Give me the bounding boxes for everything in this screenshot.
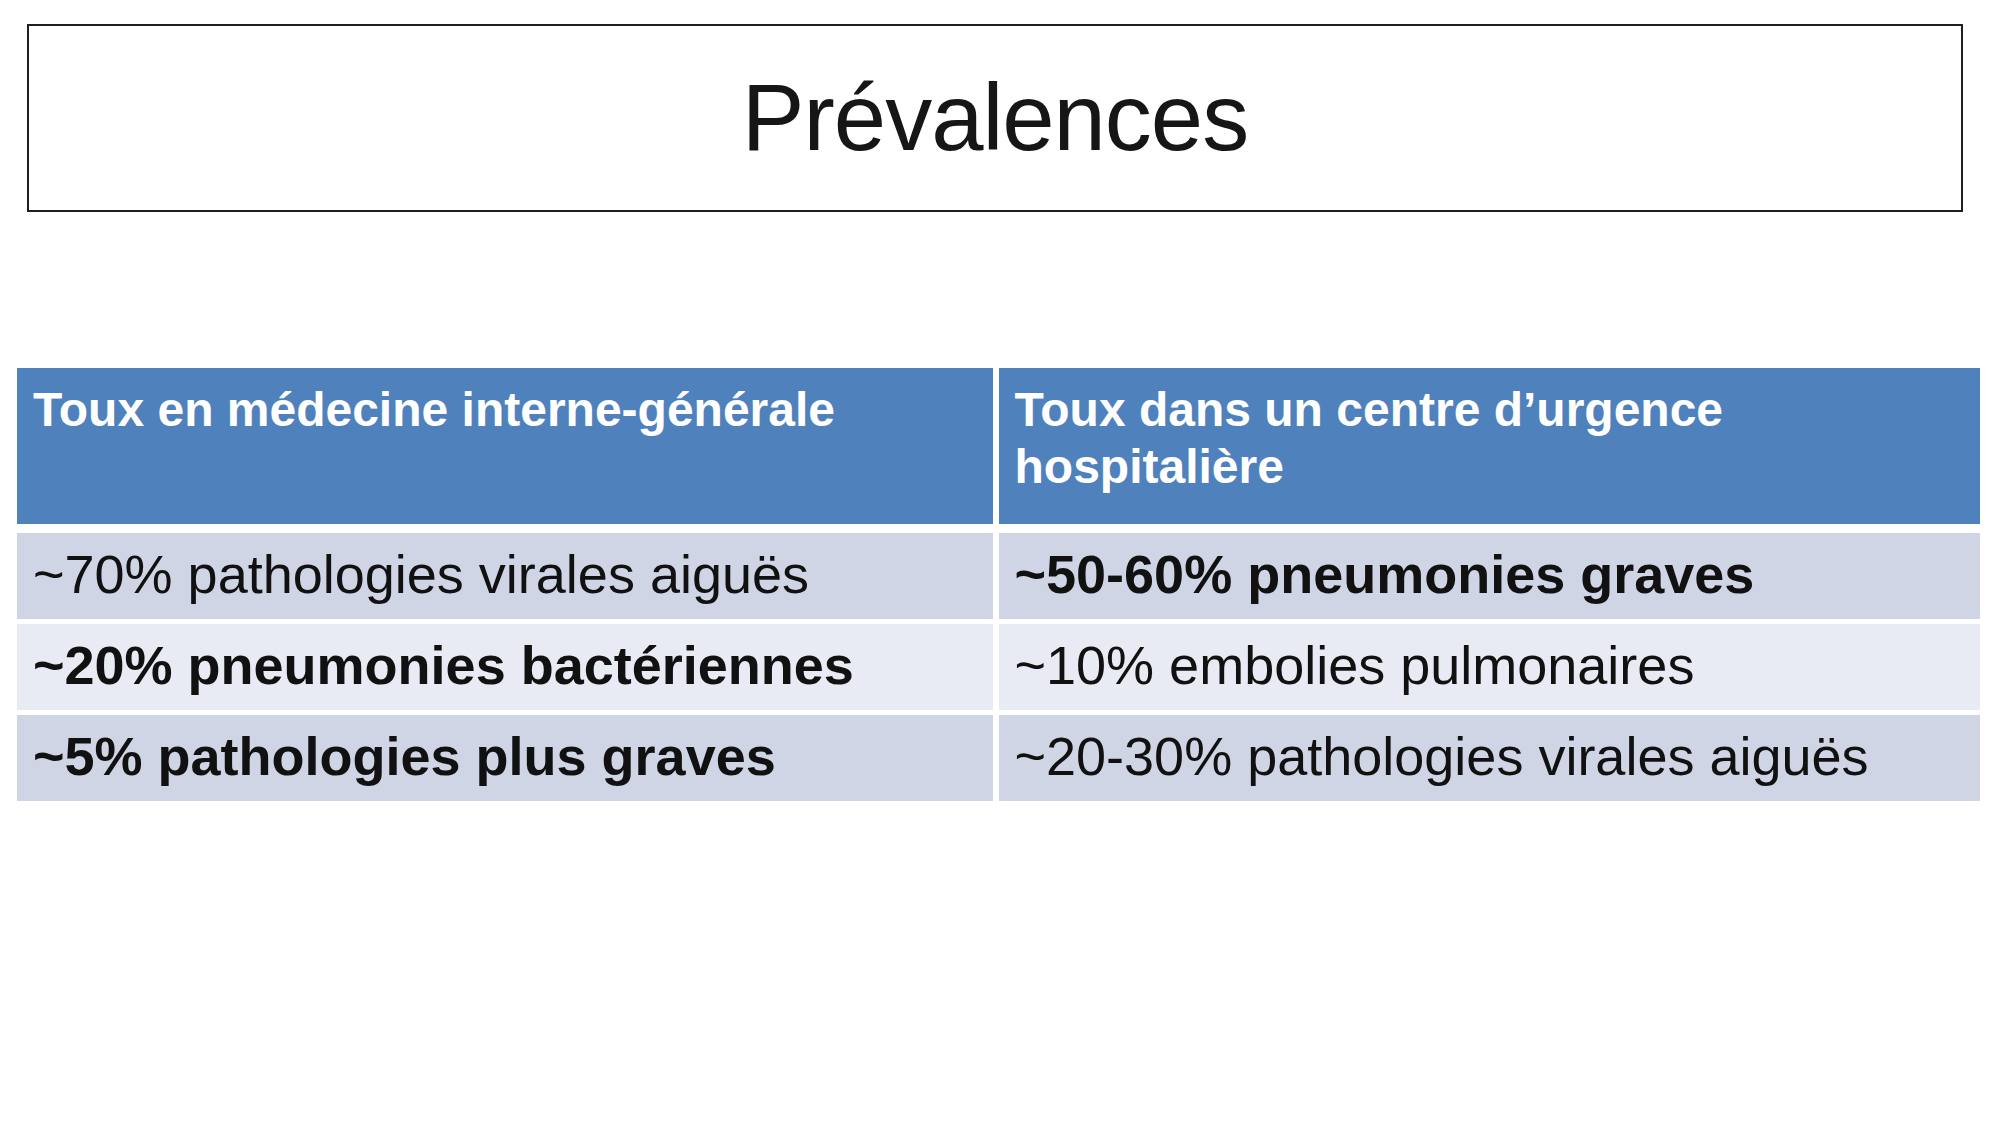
slide: Prévalences Toux en médecine interne-gén… (0, 0, 2000, 1125)
table-cell-pneumonies-bacteriennes: ~20% pneumonies bactériennes (17, 624, 999, 715)
page-title: Prévalences (742, 71, 1248, 165)
table-cell-pathologies-plus-graves: ~5% pathologies plus graves (17, 715, 999, 806)
table-row: ~70% pathologies virales aiguës ~50-60% … (17, 533, 1980, 624)
table-row: ~20% pneumonies bactériennes ~10% emboli… (17, 624, 1980, 715)
title-box: Prévalences (27, 24, 1963, 212)
table-cell-embolies-pulmonaires: ~10% embolies pulmonaires (999, 624, 1981, 715)
table-cell-virales-aigues: ~70% pathologies virales aiguës (17, 533, 999, 624)
table-cell-virales-aigues-urgence: ~20-30% pathologies virales aiguës (999, 715, 1981, 806)
table-row: ~5% pathologies plus graves ~20-30% path… (17, 715, 1980, 806)
column-header-urgence-hospitaliere: Toux dans un centre d’urgence hospitaliè… (999, 368, 1981, 533)
prevalence-table: Toux en médecine interne-générale Toux d… (17, 368, 1980, 806)
table-cell-pneumonies-graves: ~50-60% pneumonies graves (999, 533, 1981, 624)
table-header-row: Toux en médecine interne-générale Toux d… (17, 368, 1980, 533)
column-header-medecine-interne: Toux en médecine interne-générale (17, 368, 999, 533)
